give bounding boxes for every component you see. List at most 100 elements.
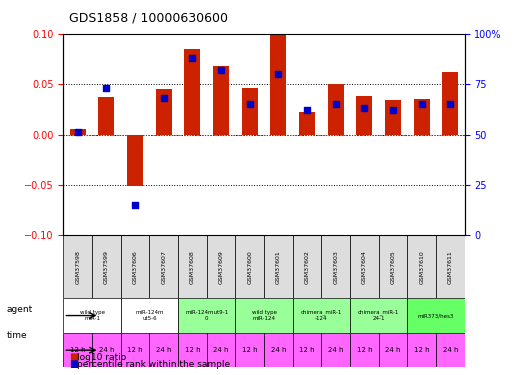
Point	[217, 67, 225, 73]
FancyBboxPatch shape	[407, 298, 465, 333]
FancyBboxPatch shape	[178, 235, 206, 298]
Text: GDS1858 / 10000630600: GDS1858 / 10000630600	[69, 11, 228, 24]
FancyBboxPatch shape	[379, 235, 407, 298]
Point	[418, 101, 426, 107]
FancyBboxPatch shape	[121, 235, 149, 298]
FancyBboxPatch shape	[149, 333, 178, 368]
FancyBboxPatch shape	[350, 333, 379, 368]
FancyBboxPatch shape	[121, 298, 178, 333]
Text: 12 h: 12 h	[70, 347, 86, 353]
Text: GSM37611: GSM37611	[448, 250, 453, 284]
Bar	[299, 112, 315, 135]
FancyBboxPatch shape	[63, 333, 92, 368]
FancyBboxPatch shape	[235, 235, 264, 298]
Text: GSM37601: GSM37601	[276, 250, 281, 284]
Bar	[414, 99, 430, 135]
FancyBboxPatch shape	[436, 333, 465, 368]
Bar	[385, 100, 401, 135]
Bar	[356, 96, 372, 135]
Point	[102, 85, 110, 91]
Text: ■: ■	[69, 359, 78, 369]
FancyBboxPatch shape	[407, 333, 436, 368]
FancyBboxPatch shape	[322, 333, 350, 368]
FancyBboxPatch shape	[407, 235, 436, 298]
Point	[73, 129, 82, 135]
FancyBboxPatch shape	[350, 298, 407, 333]
Text: ■: ■	[69, 352, 78, 362]
FancyBboxPatch shape	[92, 333, 121, 368]
Bar	[213, 66, 229, 135]
FancyBboxPatch shape	[63, 298, 121, 333]
Text: 12 h: 12 h	[299, 347, 315, 353]
FancyBboxPatch shape	[206, 235, 235, 298]
Text: 24 h: 24 h	[270, 347, 286, 353]
Point	[389, 107, 397, 113]
Text: GSM37606: GSM37606	[133, 250, 137, 284]
FancyBboxPatch shape	[178, 333, 206, 368]
FancyBboxPatch shape	[92, 235, 121, 298]
FancyBboxPatch shape	[235, 333, 264, 368]
Text: GSM37599: GSM37599	[104, 250, 109, 284]
Text: time: time	[7, 331, 27, 340]
FancyBboxPatch shape	[63, 235, 92, 298]
Text: log10 ratio: log10 ratio	[77, 353, 126, 362]
Text: wild type
miR-1: wild type miR-1	[80, 310, 105, 321]
FancyBboxPatch shape	[235, 298, 293, 333]
Text: miR-124m
ut5-6: miR-124m ut5-6	[135, 310, 164, 321]
Text: 12 h: 12 h	[414, 347, 429, 353]
Text: GSM37603: GSM37603	[333, 250, 338, 284]
Text: GSM37604: GSM37604	[362, 250, 367, 284]
FancyBboxPatch shape	[149, 235, 178, 298]
Text: GSM37600: GSM37600	[247, 250, 252, 284]
FancyBboxPatch shape	[206, 333, 235, 368]
FancyBboxPatch shape	[436, 235, 465, 298]
FancyBboxPatch shape	[293, 235, 322, 298]
FancyBboxPatch shape	[121, 333, 149, 368]
Text: GSM37602: GSM37602	[305, 250, 309, 284]
FancyBboxPatch shape	[264, 333, 293, 368]
Text: 12 h: 12 h	[242, 347, 258, 353]
Text: chimera_miR-1
-124: chimera_miR-1 -124	[300, 310, 342, 321]
Bar	[127, 135, 143, 186]
Text: miR-124mut9-1
0: miR-124mut9-1 0	[185, 310, 228, 321]
Bar	[328, 84, 344, 135]
Text: miR373/hes3: miR373/hes3	[418, 313, 454, 318]
Point	[188, 55, 196, 61]
Point	[303, 107, 311, 113]
Bar	[98, 97, 114, 135]
Text: chimera_miR-1
24-1: chimera_miR-1 24-1	[358, 310, 399, 321]
Bar	[270, 35, 286, 135]
FancyBboxPatch shape	[350, 235, 379, 298]
Bar	[242, 88, 258, 135]
Text: GSM37598: GSM37598	[75, 250, 80, 284]
Text: 12 h: 12 h	[184, 347, 200, 353]
Bar	[442, 72, 458, 135]
FancyBboxPatch shape	[322, 235, 350, 298]
Point	[246, 101, 254, 107]
Text: 24 h: 24 h	[328, 347, 343, 353]
FancyBboxPatch shape	[293, 333, 322, 368]
Text: 24 h: 24 h	[99, 347, 114, 353]
Point	[131, 202, 139, 208]
Point	[332, 101, 340, 107]
Text: agent: agent	[7, 305, 33, 314]
Point	[159, 95, 168, 101]
Text: GSM37610: GSM37610	[419, 250, 424, 284]
Text: percentile rank within the sample: percentile rank within the sample	[77, 360, 230, 369]
Text: 24 h: 24 h	[156, 347, 172, 353]
Text: GSM37605: GSM37605	[391, 250, 395, 284]
FancyBboxPatch shape	[379, 333, 407, 368]
Text: GSM37607: GSM37607	[161, 250, 166, 284]
Bar	[156, 89, 172, 135]
FancyBboxPatch shape	[178, 298, 235, 333]
Text: wild type
miR-124: wild type miR-124	[251, 310, 277, 321]
Bar	[184, 49, 200, 135]
Text: GSM37608: GSM37608	[190, 250, 195, 284]
Text: 24 h: 24 h	[213, 347, 229, 353]
Text: 12 h: 12 h	[127, 347, 143, 353]
FancyBboxPatch shape	[264, 235, 293, 298]
Text: 24 h: 24 h	[385, 347, 401, 353]
Text: GSM37609: GSM37609	[219, 250, 223, 284]
Bar	[70, 129, 86, 135]
Point	[360, 105, 369, 111]
